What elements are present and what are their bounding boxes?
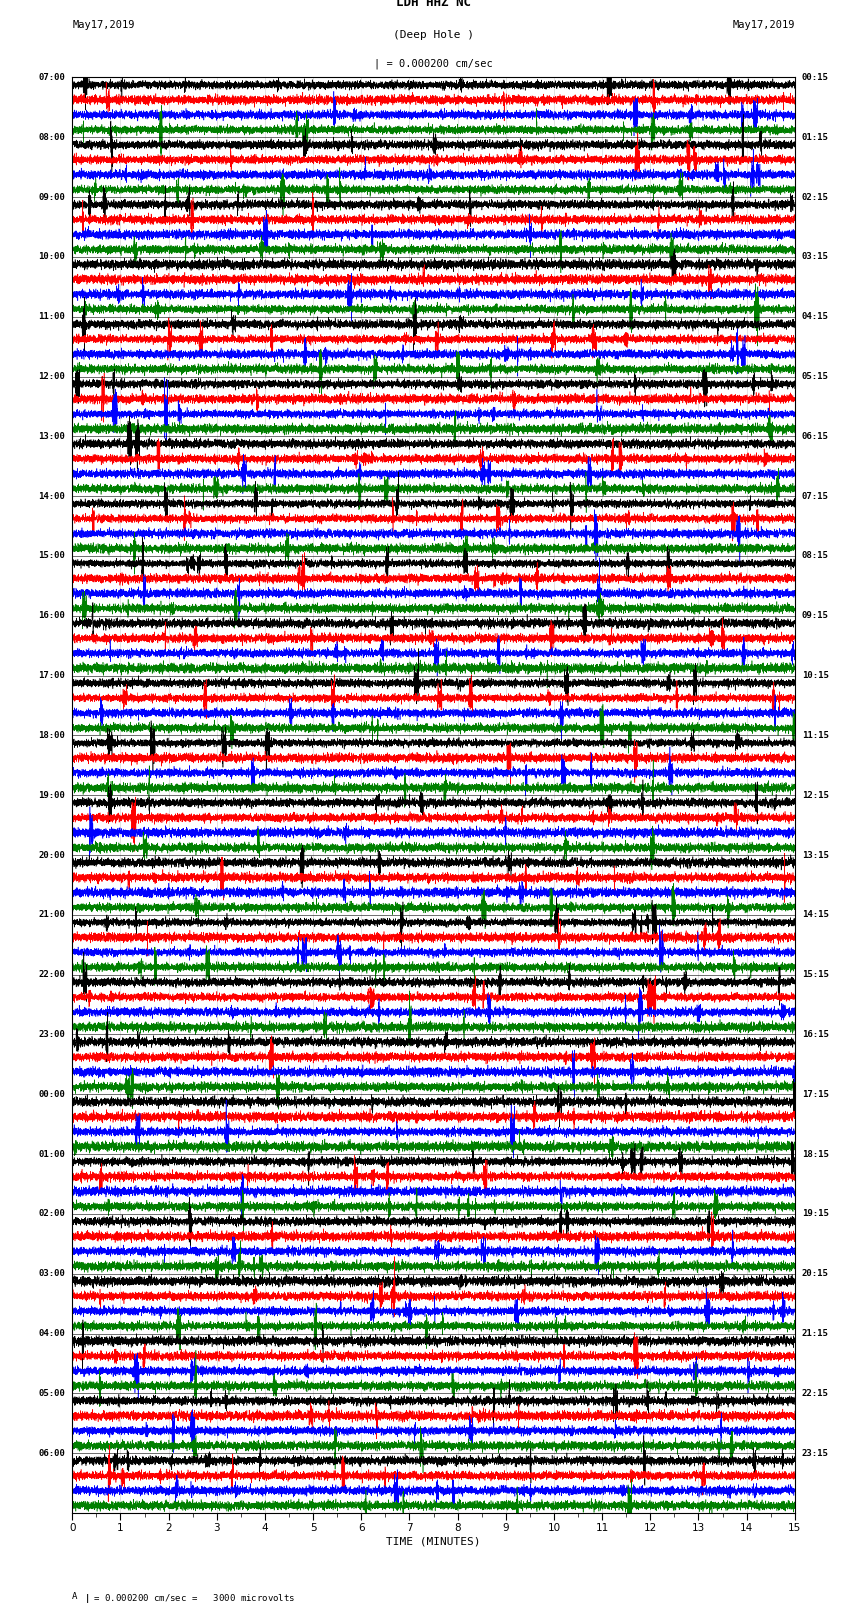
Text: (Deep Hole ): (Deep Hole ) <box>393 31 474 40</box>
Text: 02:00: 02:00 <box>38 1210 65 1218</box>
Text: 11:15: 11:15 <box>802 731 829 740</box>
Text: 20:15: 20:15 <box>802 1269 829 1277</box>
Text: 03:15: 03:15 <box>802 252 829 261</box>
Text: 05:00: 05:00 <box>38 1389 65 1398</box>
Text: 06:15: 06:15 <box>802 432 829 440</box>
Text: LDH HHZ NC: LDH HHZ NC <box>396 0 471 8</box>
Text: 21:00: 21:00 <box>38 910 65 919</box>
Text: 01:00: 01:00 <box>38 1150 65 1158</box>
Text: 13:00: 13:00 <box>38 432 65 440</box>
X-axis label: TIME (MINUTES): TIME (MINUTES) <box>386 1537 481 1547</box>
Text: 22:00: 22:00 <box>38 969 65 979</box>
Text: 08:15: 08:15 <box>802 552 829 560</box>
Text: 07:00: 07:00 <box>38 73 65 82</box>
Text: May17,2019: May17,2019 <box>72 19 135 31</box>
Text: 12:15: 12:15 <box>802 790 829 800</box>
Text: A: A <box>72 1592 77 1602</box>
Text: 14:15: 14:15 <box>802 910 829 919</box>
Text: 17:15: 17:15 <box>802 1090 829 1098</box>
Text: 04:00: 04:00 <box>38 1329 65 1339</box>
Text: 15:15: 15:15 <box>802 969 829 979</box>
Text: 22:15: 22:15 <box>802 1389 829 1398</box>
Text: 12:00: 12:00 <box>38 373 65 381</box>
Text: 18:15: 18:15 <box>802 1150 829 1158</box>
Text: 11:00: 11:00 <box>38 313 65 321</box>
Text: 18:00: 18:00 <box>38 731 65 740</box>
Text: 09:00: 09:00 <box>38 192 65 202</box>
Text: 09:15: 09:15 <box>802 611 829 621</box>
Text: 10:15: 10:15 <box>802 671 829 681</box>
Text: 19:15: 19:15 <box>802 1210 829 1218</box>
Text: 23:15: 23:15 <box>802 1448 829 1458</box>
Text: 10:00: 10:00 <box>38 252 65 261</box>
Text: 03:00: 03:00 <box>38 1269 65 1277</box>
Text: 15:00: 15:00 <box>38 552 65 560</box>
Text: 14:00: 14:00 <box>38 492 65 500</box>
Text: 07:15: 07:15 <box>802 492 829 500</box>
Text: 17:00: 17:00 <box>38 671 65 681</box>
Text: 00:00: 00:00 <box>38 1090 65 1098</box>
Text: 06:00: 06:00 <box>38 1448 65 1458</box>
Text: 13:15: 13:15 <box>802 850 829 860</box>
Text: 01:15: 01:15 <box>802 132 829 142</box>
Text: 08:00: 08:00 <box>38 132 65 142</box>
Text: 20:00: 20:00 <box>38 850 65 860</box>
Text: May17,2019: May17,2019 <box>732 19 795 31</box>
Text: 02:15: 02:15 <box>802 192 829 202</box>
Text: 21:15: 21:15 <box>802 1329 829 1339</box>
Text: 16:00: 16:00 <box>38 611 65 621</box>
Text: $\mathbf{|}$ = 0.000200 cm/sec =   3000 microvolts: $\mathbf{|}$ = 0.000200 cm/sec = 3000 mi… <box>85 1592 296 1605</box>
Text: | = 0.000200 cm/sec: | = 0.000200 cm/sec <box>374 58 493 69</box>
Text: 19:00: 19:00 <box>38 790 65 800</box>
Text: 23:00: 23:00 <box>38 1031 65 1039</box>
Text: 16:15: 16:15 <box>802 1031 829 1039</box>
Text: 04:15: 04:15 <box>802 313 829 321</box>
Text: 05:15: 05:15 <box>802 373 829 381</box>
Text: 00:15: 00:15 <box>802 73 829 82</box>
